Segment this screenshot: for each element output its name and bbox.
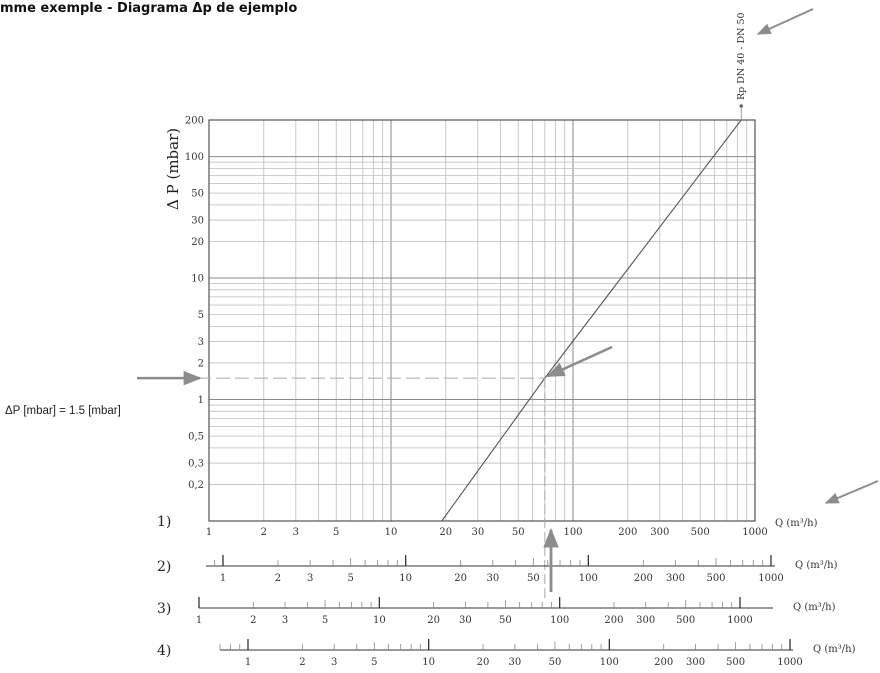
- scale-tick-label: 3: [307, 573, 313, 584]
- scale-tick-label: 200: [654, 657, 673, 668]
- scale-tick-label: 1: [220, 573, 226, 584]
- scale-tick-label: 30: [459, 615, 472, 626]
- scale-tick-label: 100: [550, 615, 569, 626]
- y-tick-label: 50: [191, 189, 204, 200]
- scale-unit: Q (m³/h): [793, 602, 836, 613]
- y-tick-label: 30: [191, 216, 204, 227]
- y-tick-label: 100: [185, 152, 204, 163]
- x-tick-label: 20: [439, 527, 452, 538]
- plot-frame: [208, 119, 756, 522]
- series-label: Rp DN 40 - DN 50: [736, 12, 747, 100]
- scale-tick-label: 10: [422, 657, 435, 668]
- y-tick-label: 200: [185, 116, 204, 127]
- x-tick-label: 1: [206, 527, 212, 538]
- y-tick-label: 0,3: [188, 459, 204, 470]
- flow-scales: 1 2 3 5 10 20 30 50 100 200 300 500 1000 2) Q (m³/h) 1 2…: [157, 555, 856, 668]
- scale-tick-label: 20: [454, 573, 467, 584]
- scale-tick-label: 10: [399, 573, 412, 584]
- series-lines: Rp DN 40 - DN 50: [441, 12, 747, 522]
- scale-tick-label: 300: [666, 573, 685, 584]
- scale-tick-label: 3: [331, 657, 337, 668]
- y-tick-label: 0,2: [188, 480, 204, 491]
- scale-tick-label: 5: [371, 657, 377, 668]
- scale-tick-label: 1000: [758, 573, 783, 584]
- scale-number: 4): [157, 643, 171, 659]
- scale-tick-label: 30: [486, 573, 499, 584]
- scale-tick-label: 5: [322, 615, 328, 626]
- intersection-arrow: [546, 345, 613, 378]
- example-guides: [140, 377, 546, 600]
- x-tick-label: 5: [333, 527, 339, 538]
- scale-tick-label: 100: [600, 657, 619, 668]
- y-tick-label: 1: [198, 395, 204, 406]
- scale-tick-label: 200: [604, 615, 623, 626]
- scale-tick-label: 2: [275, 573, 281, 584]
- y-tick-label: 3: [198, 337, 204, 348]
- scale-tick-label: 20: [477, 657, 490, 668]
- series-end-dot: [739, 104, 744, 108]
- y-tick-label: 10: [191, 274, 204, 285]
- scale-tick-label: 200: [634, 573, 653, 584]
- scale-unit: Q (m³/h): [813, 644, 856, 655]
- x-tick-label: 500: [691, 527, 710, 538]
- unit-arrow: [824, 480, 879, 504]
- scale-tick-label: 2: [250, 615, 256, 626]
- scale-tick-label: 3: [282, 615, 288, 626]
- series-arrow: [756, 8, 814, 35]
- scale-tick-label: 500: [726, 657, 745, 668]
- y-tick-label: 2: [198, 358, 204, 369]
- x-tick-label: 10: [385, 527, 398, 538]
- x-tick-label: 1000: [742, 527, 767, 538]
- scale-tick-label: 5: [347, 573, 353, 584]
- scale-tick-label: 30: [508, 657, 521, 668]
- scale-tick-label: 100: [579, 573, 598, 584]
- scale-tick-label: 1000: [777, 657, 802, 668]
- y-tick-labels: 0,2 0,3 0,5 1 2 3 5 10 20 30 50 100 200: [185, 116, 204, 491]
- grid: [209, 120, 755, 521]
- x-tick-label: 50: [512, 527, 525, 538]
- scale-tick-label: 300: [636, 615, 655, 626]
- scale-tick-label: 500: [676, 615, 695, 626]
- scale-tick-label: 10: [373, 615, 386, 626]
- x-axis-unit: Q (m³/h): [775, 518, 818, 529]
- example-annotation: ΔP [mbar] = 1.5 [mbar]: [5, 405, 121, 417]
- scale-tick-label: 1: [245, 657, 251, 668]
- x-tick-label: 300: [650, 527, 669, 538]
- series-line: [441, 119, 742, 522]
- scale-tick-label: 50: [549, 657, 562, 668]
- pointer-arrows: [137, 8, 879, 592]
- chart-title: mme exemple - Diagrama Δp de ejemplo: [0, 1, 298, 16]
- scale-number: 1): [157, 514, 171, 530]
- plot-area-border: [208, 119, 756, 522]
- y-tick-label: 5: [198, 310, 204, 321]
- scale-tick-label: 500: [706, 573, 725, 584]
- scale-tick-label: 50: [527, 573, 540, 584]
- x-tick-label: 3: [293, 527, 299, 538]
- scale-tick-label: 1: [196, 615, 202, 626]
- y-tick-label: 0,5: [188, 432, 204, 443]
- y-axis-label: Δ P (mbar): [164, 128, 182, 210]
- scale-number: 2): [157, 559, 171, 575]
- x-tick-label: 100: [563, 527, 582, 538]
- x-tick-label: 2: [261, 527, 267, 538]
- x-tick-labels: 1 2 3 5 10 20 30 50 100 200 300 500 1000 Q (m³/h) 1): [157, 514, 818, 538]
- scale-tick-label: 1000: [727, 615, 752, 626]
- scale-tick-label: 20: [427, 615, 440, 626]
- scale-tick-label: 2: [299, 657, 305, 668]
- scale-tick-label: 300: [686, 657, 705, 668]
- scale-tick-label: 50: [499, 615, 512, 626]
- y-tick-label: 20: [191, 237, 204, 248]
- scale-unit: Q (m³/h): [795, 560, 838, 571]
- x-tick-label: 200: [618, 527, 637, 538]
- scale-number: 3): [157, 601, 171, 617]
- x-tick-label: 30: [471, 527, 484, 538]
